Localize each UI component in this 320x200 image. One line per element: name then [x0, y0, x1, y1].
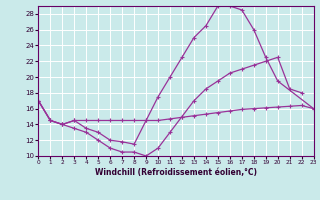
X-axis label: Windchill (Refroidissement éolien,°C): Windchill (Refroidissement éolien,°C)	[95, 168, 257, 177]
